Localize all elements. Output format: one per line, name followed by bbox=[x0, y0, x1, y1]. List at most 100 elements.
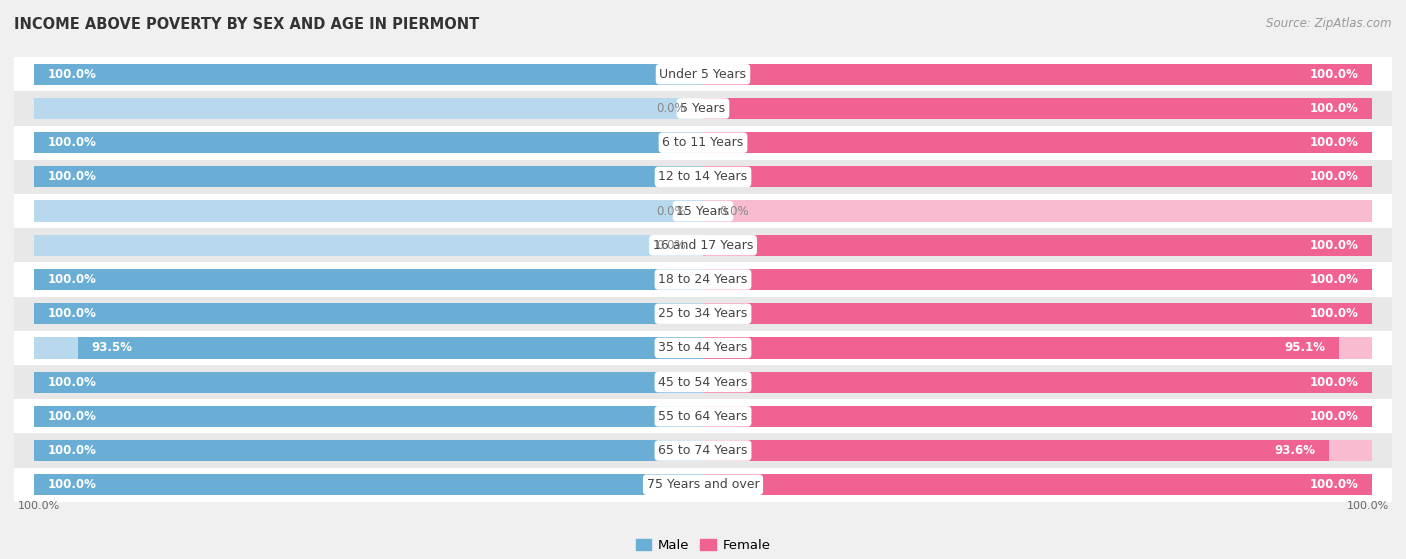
Bar bbox=[703, 166, 1372, 187]
Text: 100.0%: 100.0% bbox=[48, 273, 97, 286]
FancyBboxPatch shape bbox=[14, 126, 1392, 160]
Bar bbox=[703, 166, 1372, 187]
FancyBboxPatch shape bbox=[14, 433, 1392, 468]
Text: 15 Years: 15 Years bbox=[676, 205, 730, 217]
Bar bbox=[34, 303, 703, 324]
Text: 65 to 74 Years: 65 to 74 Years bbox=[658, 444, 748, 457]
FancyBboxPatch shape bbox=[14, 91, 1392, 126]
Bar bbox=[703, 474, 1372, 495]
FancyBboxPatch shape bbox=[14, 399, 1392, 433]
FancyBboxPatch shape bbox=[14, 468, 1392, 502]
Text: 12 to 14 Years: 12 to 14 Years bbox=[658, 170, 748, 183]
Text: 100.0%: 100.0% bbox=[1309, 410, 1358, 423]
Bar bbox=[34, 132, 703, 153]
Text: 25 to 34 Years: 25 to 34 Years bbox=[658, 307, 748, 320]
Text: 100.0%: 100.0% bbox=[17, 501, 59, 511]
Text: 0.0%: 0.0% bbox=[720, 205, 749, 217]
Bar bbox=[34, 235, 703, 256]
Bar bbox=[34, 440, 703, 461]
Bar bbox=[703, 132, 1372, 153]
Text: 18 to 24 Years: 18 to 24 Years bbox=[658, 273, 748, 286]
Bar bbox=[34, 406, 703, 427]
Bar bbox=[703, 440, 1372, 461]
Text: 100.0%: 100.0% bbox=[48, 68, 97, 80]
FancyBboxPatch shape bbox=[14, 365, 1392, 399]
Bar bbox=[34, 269, 703, 290]
Bar bbox=[34, 201, 703, 222]
Bar bbox=[703, 372, 1372, 393]
FancyBboxPatch shape bbox=[14, 297, 1392, 331]
Text: 95.1%: 95.1% bbox=[1285, 342, 1326, 354]
FancyBboxPatch shape bbox=[14, 57, 1392, 91]
Text: 55 to 64 Years: 55 to 64 Years bbox=[658, 410, 748, 423]
Text: 100.0%: 100.0% bbox=[1309, 376, 1358, 389]
Bar bbox=[34, 269, 703, 290]
Text: 93.5%: 93.5% bbox=[91, 342, 132, 354]
Bar bbox=[34, 64, 703, 85]
Text: 100.0%: 100.0% bbox=[1309, 68, 1358, 80]
Bar bbox=[34, 372, 703, 393]
Bar bbox=[703, 64, 1372, 85]
Text: 100.0%: 100.0% bbox=[1309, 136, 1358, 149]
Text: 0.0%: 0.0% bbox=[657, 239, 686, 252]
Text: 100.0%: 100.0% bbox=[1309, 273, 1358, 286]
Text: 5 Years: 5 Years bbox=[681, 102, 725, 115]
Legend: Male, Female: Male, Female bbox=[630, 533, 776, 557]
Text: INCOME ABOVE POVERTY BY SEX AND AGE IN PIERMONT: INCOME ABOVE POVERTY BY SEX AND AGE IN P… bbox=[14, 17, 479, 32]
Bar bbox=[34, 166, 703, 187]
Text: 100.0%: 100.0% bbox=[48, 170, 97, 183]
Bar bbox=[703, 235, 1372, 256]
Text: 45 to 54 Years: 45 to 54 Years bbox=[658, 376, 748, 389]
Text: 100.0%: 100.0% bbox=[1309, 239, 1358, 252]
Bar bbox=[34, 474, 703, 495]
Text: 100.0%: 100.0% bbox=[1309, 307, 1358, 320]
Bar bbox=[703, 269, 1372, 290]
FancyBboxPatch shape bbox=[14, 160, 1392, 194]
Bar bbox=[34, 440, 703, 461]
Text: Source: ZipAtlas.com: Source: ZipAtlas.com bbox=[1267, 17, 1392, 30]
Text: 100.0%: 100.0% bbox=[1309, 102, 1358, 115]
Text: 75 Years and over: 75 Years and over bbox=[647, 479, 759, 491]
FancyBboxPatch shape bbox=[14, 331, 1392, 365]
Text: 100.0%: 100.0% bbox=[48, 136, 97, 149]
Bar bbox=[703, 303, 1372, 324]
Text: 6 to 11 Years: 6 to 11 Years bbox=[662, 136, 744, 149]
Bar bbox=[703, 303, 1372, 324]
Bar bbox=[703, 132, 1372, 153]
Text: 35 to 44 Years: 35 to 44 Years bbox=[658, 342, 748, 354]
Bar bbox=[703, 406, 1372, 427]
Bar bbox=[34, 64, 703, 85]
Bar bbox=[703, 64, 1372, 85]
Text: 100.0%: 100.0% bbox=[48, 376, 97, 389]
Bar bbox=[34, 372, 703, 393]
FancyBboxPatch shape bbox=[14, 262, 1392, 297]
FancyBboxPatch shape bbox=[14, 228, 1392, 262]
Text: 100.0%: 100.0% bbox=[48, 444, 97, 457]
Bar bbox=[703, 201, 1372, 222]
Text: 100.0%: 100.0% bbox=[48, 307, 97, 320]
Bar bbox=[34, 98, 703, 119]
Bar bbox=[34, 132, 703, 153]
Bar bbox=[703, 474, 1372, 495]
Bar bbox=[34, 474, 703, 495]
Bar bbox=[703, 98, 1372, 119]
Text: 100.0%: 100.0% bbox=[48, 479, 97, 491]
Bar bbox=[34, 166, 703, 187]
Text: 93.6%: 93.6% bbox=[1275, 444, 1316, 457]
Bar bbox=[703, 269, 1372, 290]
Bar bbox=[34, 337, 703, 358]
Text: 100.0%: 100.0% bbox=[1347, 501, 1389, 511]
Bar bbox=[34, 303, 703, 324]
Bar bbox=[703, 235, 1372, 256]
Text: 16 and 17 Years: 16 and 17 Years bbox=[652, 239, 754, 252]
Bar bbox=[703, 337, 1372, 358]
Bar bbox=[703, 372, 1372, 393]
Text: Under 5 Years: Under 5 Years bbox=[659, 68, 747, 80]
Bar bbox=[703, 337, 1339, 358]
Bar bbox=[703, 406, 1372, 427]
Bar bbox=[703, 98, 1372, 119]
Text: 100.0%: 100.0% bbox=[1309, 479, 1358, 491]
Text: 100.0%: 100.0% bbox=[1309, 170, 1358, 183]
Text: 100.0%: 100.0% bbox=[48, 410, 97, 423]
Bar bbox=[34, 406, 703, 427]
